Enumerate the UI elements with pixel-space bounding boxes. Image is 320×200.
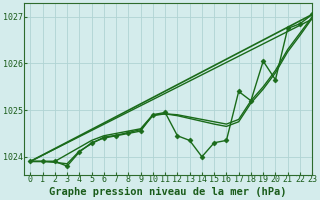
X-axis label: Graphe pression niveau de la mer (hPa): Graphe pression niveau de la mer (hPa) (50, 187, 287, 197)
